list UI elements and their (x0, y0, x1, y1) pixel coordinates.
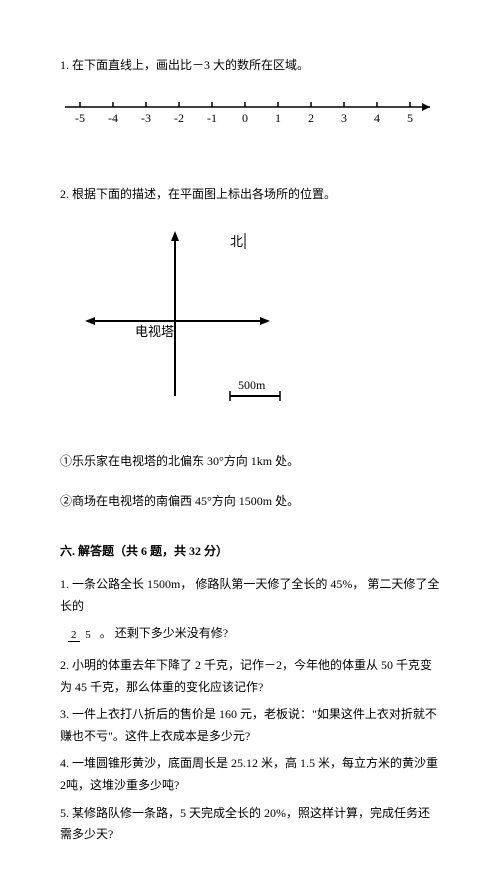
cross-diagram: 北 电视塔 500m (60, 221, 340, 421)
scale-label: 500m (238, 378, 266, 392)
q2-text: 2. 根据下面的描述，在平面图上标出各场所的位置。 (60, 184, 440, 206)
s6-q4: 4. 一堆圆锥形黄沙，底面周长是 25.12 米，高 1.5 米，每立方米的黄沙… (60, 753, 440, 796)
svg-text:-3: -3 (141, 111, 151, 125)
q1-text: 1. 在下面直线上，画出比－3 大的数所在区域。 (60, 55, 440, 77)
svg-text:5: 5 (407, 111, 413, 125)
q2-sub2: ②商场在电视塔的南偏西 45°方向 1500m 处。 (60, 491, 440, 513)
number-line-diagram: -5 -4 -3 -2 -1 0 1 2 3 4 5 (60, 92, 440, 132)
svg-text:-1: -1 (207, 111, 217, 125)
svg-text:1: 1 (275, 111, 281, 125)
s6-q1a: 1. 一条公路全长 1500m， 修路队第一天修了全长的 45%， 第二天修了全… (60, 574, 440, 617)
s6-q5: 5. 某修路队修一条路，5 天完成全长的 20%，照这样计算，完成任务还需多少天… (60, 803, 440, 846)
svg-text:3: 3 (341, 111, 347, 125)
fraction-icon: 2 5 (68, 629, 94, 641)
svg-text:0: 0 (242, 111, 248, 125)
svg-text:2: 2 (308, 111, 314, 125)
svg-text:-5: -5 (75, 111, 85, 125)
q2-sub1: ①乐乐家在电视塔的北偏东 30°方向 1km 处。 (60, 451, 440, 473)
north-label: 北 (230, 234, 243, 249)
s6-q3: 3. 一件上衣打八折后的售价是 160 元，老板说："如果这件上衣对折就不赚也不… (60, 704, 440, 747)
s6-q1-frac-line: 2 5 。 还剩下多少米没有修? (60, 623, 440, 645)
svg-text:-2: -2 (174, 111, 184, 125)
svg-text:4: 4 (374, 111, 380, 125)
svg-text:-4: -4 (108, 111, 118, 125)
section6-title: 六. 解答题（共 6 题，共 32 分） (60, 541, 440, 563)
s6-q1b: 。 还剩下多少米没有修? (100, 626, 228, 640)
center-label: 电视塔 (135, 324, 174, 339)
s6-q2: 2. 小明的体重去年下降了 2 千克，记作－2，今年他的体重从 50 千克变为 … (60, 655, 440, 698)
